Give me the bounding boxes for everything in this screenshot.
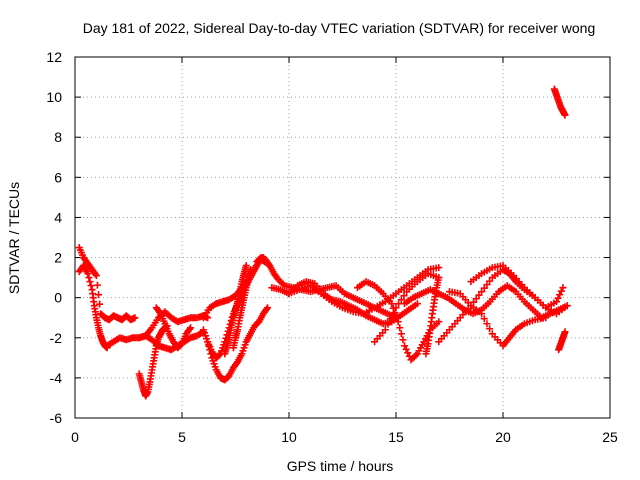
data-point (486, 277, 494, 285)
data-point (563, 302, 571, 310)
data-point (233, 359, 241, 367)
y-tick-label: 0 (54, 290, 62, 306)
x-tick-label: 20 (495, 429, 511, 445)
data-point (401, 342, 409, 350)
data-point (215, 351, 223, 359)
y-tick-label: 2 (54, 250, 62, 266)
data-point (395, 300, 403, 308)
data-point (480, 315, 488, 323)
data-point (413, 300, 421, 308)
data-point (84, 270, 92, 278)
data-point (389, 309, 397, 317)
data-point (561, 111, 569, 119)
data-point (393, 313, 401, 321)
data-point (486, 325, 494, 333)
data-point (478, 288, 486, 296)
data-point (131, 314, 139, 322)
plot-frame (74, 56, 611, 419)
data-point (478, 310, 486, 318)
y-tick-label: -4 (50, 370, 63, 386)
data-point (381, 326, 389, 334)
series-trace-t (446, 288, 550, 350)
data-point (392, 304, 400, 312)
y-tick-label: 8 (54, 129, 62, 145)
data-point (87, 282, 95, 290)
data-point (480, 284, 488, 292)
data-point (91, 270, 99, 278)
data-point (559, 284, 567, 292)
data-point (96, 300, 104, 308)
data-point (242, 262, 250, 270)
x-tick-label: 25 (602, 429, 618, 445)
data-point (472, 295, 480, 303)
data-point (86, 278, 94, 286)
data-point (397, 296, 405, 304)
y-axis: -6 -4 -2 0 2 4 6 8 10 12 (46, 49, 610, 426)
data-point (387, 315, 395, 323)
data-point (399, 336, 407, 344)
data-point (396, 324, 404, 332)
data-point (483, 320, 491, 328)
series-trace-d (135, 322, 171, 400)
series-trace-p (371, 270, 443, 346)
x-tick-label: 10 (281, 429, 297, 445)
x-axis: 0 5 10 15 20 25 (71, 57, 618, 445)
series-trace-w (555, 328, 569, 354)
data-point (553, 298, 560, 306)
data-point (185, 325, 193, 333)
data-points (75, 85, 571, 400)
data-point (394, 318, 402, 326)
series-trace-r (422, 274, 443, 358)
series-trace-f (152, 304, 195, 352)
series-trace-j (221, 262, 250, 358)
data-point (561, 328, 569, 336)
data-point (435, 264, 443, 272)
chart-title: Day 181 of 2022, Sidereal Day-to-day VTE… (83, 20, 596, 36)
x-tick-label: 0 (71, 429, 79, 445)
y-tick-label: 10 (46, 89, 62, 105)
y-tick-label: -6 (50, 410, 63, 426)
data-point (475, 291, 483, 299)
data-point (542, 314, 550, 322)
data-point (95, 291, 103, 299)
data-point (483, 281, 491, 289)
x-tick-label: 15 (388, 429, 404, 445)
data-point (397, 330, 405, 338)
data-point (556, 291, 564, 299)
data-point (402, 345, 410, 353)
y-tick-label: 6 (54, 169, 62, 185)
data-point (177, 341, 185, 349)
data-point (92, 272, 100, 280)
data-point (557, 287, 565, 295)
data-point (246, 266, 254, 274)
series-trace-a (75, 244, 139, 324)
data-point (554, 294, 562, 302)
series-trace-u (467, 262, 571, 318)
x-axis-label: GPS time / hours (287, 458, 394, 474)
x-tick-label: 5 (178, 429, 186, 445)
data-point (265, 260, 273, 268)
data-point (435, 318, 443, 326)
data-point (264, 304, 272, 312)
series-trace-s (435, 266, 567, 346)
data-point (400, 292, 408, 300)
grid (75, 57, 610, 418)
data-point (187, 324, 195, 332)
data-point (404, 349, 412, 357)
data-point (85, 274, 93, 282)
data-point (93, 281, 101, 289)
data-point (156, 308, 164, 316)
y-tick-label: 12 (46, 49, 62, 65)
data-point (388, 300, 396, 308)
data-point (435, 274, 443, 282)
y-tick-label: 4 (54, 209, 62, 225)
data-point (263, 305, 271, 313)
data-point (384, 320, 392, 328)
series-trace-v (550, 85, 569, 119)
series-trace-k (229, 266, 254, 352)
y-axis-label: SDTVAR / TECUs (6, 182, 22, 294)
y-tick-label: -2 (50, 330, 63, 346)
